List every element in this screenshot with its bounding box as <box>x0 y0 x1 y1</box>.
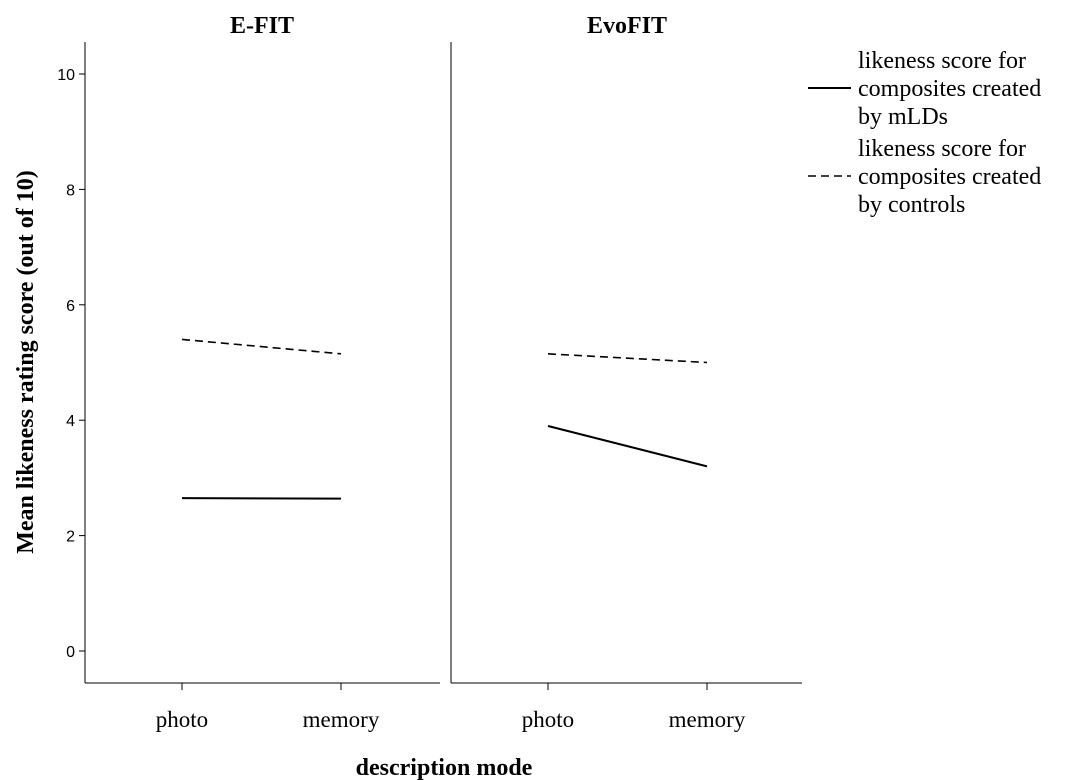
series-line-efit-controls <box>181 338 342 355</box>
x-tick-label: memory <box>669 707 746 732</box>
legend-label-mLDs-line3: by mLDs <box>858 104 948 130</box>
legend-label-controls-line1: likeness score for <box>858 136 1026 162</box>
y-tick-label: 4 <box>66 413 75 430</box>
y-tick-label: 2 <box>66 529 75 546</box>
legend-label-controls-line2: composites created <box>858 164 1041 190</box>
legend: likeness score for composites created by… <box>808 48 1041 218</box>
y-tick-label: 6 <box>66 298 75 315</box>
series-line-evofit-mLDs <box>547 425 708 468</box>
series-line-evofit-controls <box>547 353 708 364</box>
legend-label-mLDs-line1: likeness score for <box>858 48 1026 74</box>
x-tick-label: photo <box>156 707 208 732</box>
legend-label-controls-line3: by controls <box>858 192 965 218</box>
legend-label-mLDs-line2: composites created <box>858 76 1041 102</box>
x-tick-label: memory <box>303 707 380 732</box>
y-axis-title: Mean likeness rating score (out of 10) <box>13 170 39 554</box>
y-tick-label: 10 <box>57 67 75 84</box>
panel-efit: E-FIT 0 2 4 6 8 10 photo memory <box>57 13 452 732</box>
x-axis-title: description mode <box>356 755 533 780</box>
series-line-efit-mLDs <box>181 497 342 500</box>
panel-title-evofit: EvoFIT <box>587 13 667 39</box>
y-tick-label: 0 <box>66 644 75 661</box>
y-tick-label: 8 <box>66 182 75 199</box>
x-tick-label: photo <box>522 707 574 732</box>
panel-title-efit: E-FIT <box>230 13 294 39</box>
panel-evofit: EvoFIT photo memory <box>451 13 802 732</box>
